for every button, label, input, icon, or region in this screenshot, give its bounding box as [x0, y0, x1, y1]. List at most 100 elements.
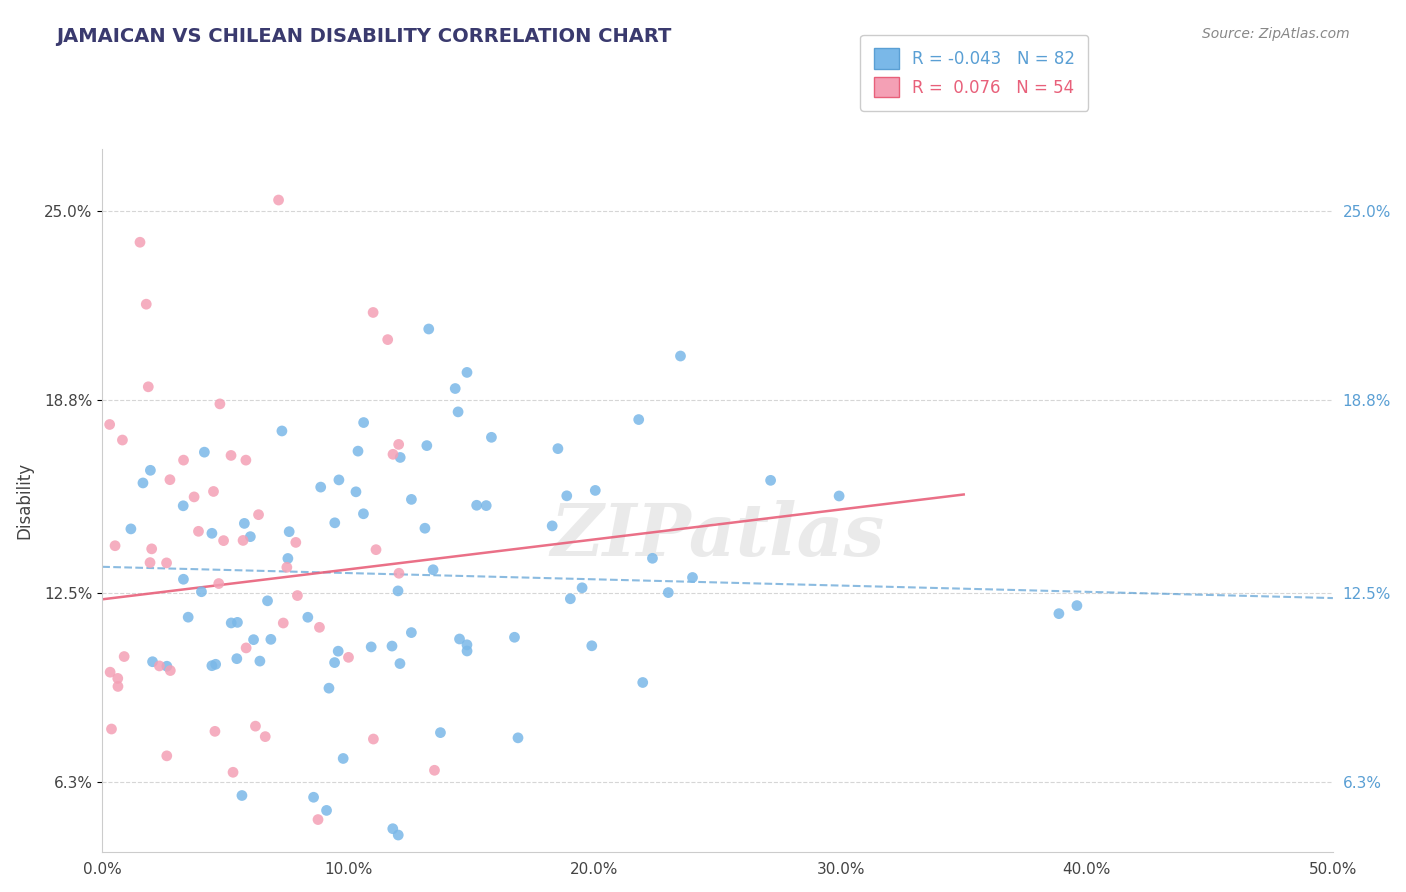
Point	[271, 424, 294, 438]
Point	[318, 681, 340, 695]
Point	[389, 450, 412, 465]
Point	[388, 437, 411, 451]
Point	[309, 480, 332, 494]
Point	[201, 658, 224, 673]
Point	[416, 439, 439, 453]
Point	[247, 508, 270, 522]
Point	[219, 449, 242, 463]
Point	[449, 632, 471, 646]
Point	[98, 417, 121, 432]
Point	[381, 639, 404, 653]
Point	[388, 657, 411, 671]
Point	[352, 507, 374, 521]
Point	[239, 530, 262, 544]
Point	[323, 656, 346, 670]
Point	[347, 444, 370, 458]
Point	[328, 644, 350, 658]
Point	[641, 551, 664, 566]
Point	[364, 542, 387, 557]
Point	[219, 615, 242, 630]
Point	[190, 584, 212, 599]
Point	[225, 651, 247, 665]
Point	[388, 566, 411, 581]
Point	[183, 490, 205, 504]
Point	[302, 790, 325, 805]
Point	[141, 655, 163, 669]
Point	[353, 416, 375, 430]
Point	[381, 822, 404, 836]
Point	[112, 649, 135, 664]
Point	[235, 453, 257, 467]
Point	[204, 724, 226, 739]
Point	[245, 719, 267, 733]
Point	[232, 533, 254, 548]
Point	[583, 483, 606, 498]
Point	[536, 876, 558, 890]
Point	[555, 489, 578, 503]
Point	[560, 591, 582, 606]
Point	[360, 640, 382, 654]
Point	[98, 665, 121, 680]
Point	[139, 556, 162, 570]
Point	[354, 870, 377, 884]
Point	[201, 526, 224, 541]
Point	[159, 664, 181, 678]
Point	[418, 322, 440, 336]
Point	[423, 764, 446, 778]
Point	[377, 333, 399, 347]
Point	[156, 748, 179, 763]
Point	[104, 539, 127, 553]
Point	[202, 484, 225, 499]
Point	[287, 589, 309, 603]
Point	[233, 516, 256, 531]
Point	[387, 583, 409, 598]
Point	[456, 638, 478, 652]
Point	[481, 430, 503, 444]
Point	[444, 382, 467, 396]
Y-axis label: Disability: Disability	[15, 462, 32, 540]
Point	[226, 615, 249, 630]
Point	[120, 522, 142, 536]
Point	[231, 789, 253, 803]
Point	[177, 610, 200, 624]
Point	[235, 640, 257, 655]
Point	[828, 489, 851, 503]
Point	[328, 473, 350, 487]
Point	[139, 463, 162, 477]
Point	[1066, 599, 1088, 613]
Point	[204, 657, 226, 672]
Point	[387, 828, 409, 842]
Point	[447, 405, 470, 419]
Point	[297, 610, 319, 624]
Point	[270, 876, 292, 890]
Point	[361, 305, 384, 319]
Point	[156, 659, 179, 673]
Text: ZIPatlas: ZIPatlas	[551, 500, 884, 572]
Point	[100, 722, 122, 736]
Point	[337, 650, 360, 665]
Point	[429, 725, 451, 739]
Point	[627, 412, 650, 426]
Point	[506, 731, 529, 745]
Point	[267, 193, 290, 207]
Point	[456, 644, 478, 658]
Point	[208, 576, 231, 591]
Point	[308, 620, 330, 634]
Point	[456, 366, 478, 380]
Point	[260, 632, 283, 647]
Point	[631, 675, 654, 690]
Text: JAMAICAN VS CHILEAN DISABILITY CORRELATION CHART: JAMAICAN VS CHILEAN DISABILITY CORRELATI…	[56, 27, 672, 45]
Point	[1047, 607, 1070, 621]
Point	[307, 813, 329, 827]
Point	[187, 524, 209, 539]
Point	[111, 433, 134, 447]
Point	[363, 732, 385, 747]
Point	[401, 492, 423, 507]
Point	[145, 876, 167, 890]
Point	[254, 730, 277, 744]
Point	[547, 442, 569, 456]
Point	[581, 639, 603, 653]
Point	[141, 541, 163, 556]
Point	[212, 533, 235, 548]
Point	[571, 581, 593, 595]
